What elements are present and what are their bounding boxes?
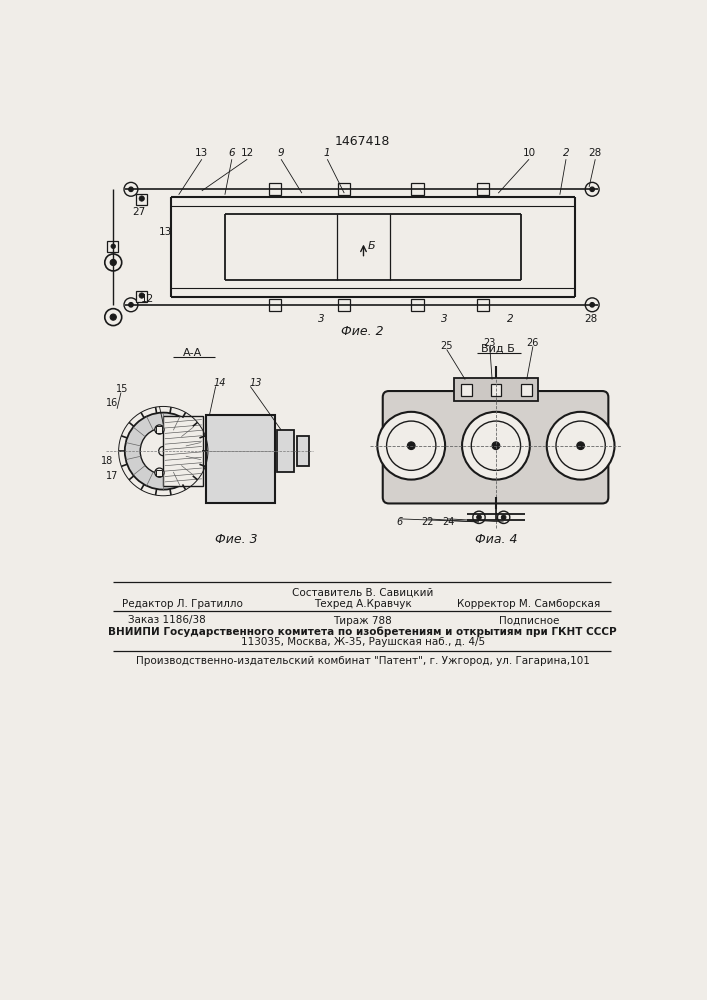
Text: Вид Б: Вид Б (481, 344, 515, 354)
Text: 1: 1 (324, 148, 331, 158)
Text: 113035, Москва, Ж-35, Раушская наб., д. 4/5: 113035, Москва, Ж-35, Раушская наб., д. … (240, 637, 485, 647)
Text: Техред А.Кравчук: Техред А.Кравчук (314, 599, 411, 609)
Circle shape (590, 187, 595, 192)
Circle shape (577, 442, 585, 450)
Text: 22: 22 (421, 517, 433, 527)
Circle shape (105, 309, 122, 326)
Text: 1467418: 1467418 (335, 135, 390, 148)
Circle shape (125, 413, 201, 490)
Text: Составитель В. Савицкий: Составитель В. Савицкий (292, 588, 433, 598)
Text: 28: 28 (589, 148, 602, 158)
Text: 13: 13 (195, 148, 209, 158)
Bar (269, 183, 281, 195)
Text: ВНИИПИ Государственного комитета по изобретениям и открытиям при ГКНТ СССР: ВНИИПИ Государственного комитета по изоб… (108, 626, 617, 637)
Bar (277, 430, 294, 472)
Circle shape (501, 515, 506, 520)
Bar (269, 299, 281, 311)
Text: 17: 17 (105, 471, 118, 481)
Bar (491, 384, 501, 396)
Circle shape (498, 511, 510, 523)
Circle shape (129, 302, 133, 307)
Text: Заказ 1186/38: Заказ 1186/38 (128, 615, 206, 626)
Circle shape (124, 298, 138, 312)
Text: 13: 13 (250, 378, 262, 388)
Circle shape (556, 421, 605, 470)
Bar (107, 241, 118, 252)
Circle shape (590, 302, 595, 307)
Bar (477, 183, 489, 195)
Text: 9: 9 (278, 148, 284, 158)
Text: 28: 28 (584, 314, 597, 324)
Bar (163, 416, 204, 486)
Circle shape (407, 442, 415, 450)
Text: 27: 27 (132, 207, 145, 217)
Text: 6: 6 (397, 517, 403, 527)
Text: 18: 18 (101, 456, 113, 466)
Text: 14: 14 (214, 378, 226, 388)
Circle shape (110, 259, 117, 266)
Circle shape (387, 421, 436, 470)
Text: Редактор Л. Гратилло: Редактор Л. Гратилло (122, 599, 243, 609)
Bar (156, 426, 162, 433)
Circle shape (124, 182, 138, 196)
Bar (136, 291, 147, 302)
Circle shape (139, 293, 144, 298)
Bar (206, 415, 275, 503)
Text: Фиа. 4: Фиа. 4 (474, 533, 518, 546)
Text: Б: Б (368, 241, 375, 251)
Circle shape (477, 515, 481, 520)
Circle shape (472, 421, 520, 470)
Text: 16: 16 (105, 398, 118, 408)
Circle shape (378, 412, 445, 480)
Bar (136, 194, 147, 205)
Bar (461, 384, 472, 396)
Text: 3: 3 (318, 314, 325, 324)
Text: А-А: А-А (183, 348, 202, 358)
Text: 13: 13 (159, 227, 173, 237)
Text: 6: 6 (228, 148, 235, 158)
Circle shape (110, 314, 117, 320)
Text: 2: 2 (563, 148, 569, 158)
Text: 23: 23 (484, 338, 496, 348)
Text: 12: 12 (240, 148, 254, 158)
Bar (338, 299, 351, 311)
Text: Корректор М. Самборская: Корректор М. Самборская (457, 599, 601, 609)
Circle shape (111, 244, 115, 249)
Bar (411, 299, 423, 311)
Bar (477, 299, 489, 311)
Text: 10: 10 (522, 148, 536, 158)
Circle shape (585, 298, 599, 312)
Circle shape (158, 446, 168, 456)
Circle shape (492, 442, 500, 450)
Circle shape (585, 182, 599, 196)
Text: Производственно-издательский комбинат "Патент", г. Ужгород, ул. Гагарина,101: Производственно-издательский комбинат "П… (136, 656, 590, 666)
Text: 24: 24 (442, 517, 455, 527)
Bar (411, 183, 423, 195)
Text: Фие. 2: Фие. 2 (341, 325, 384, 338)
Text: 2: 2 (506, 314, 513, 324)
Text: Фие. 3: Фие. 3 (215, 533, 258, 546)
Text: 25: 25 (440, 341, 453, 351)
Circle shape (105, 254, 122, 271)
Circle shape (547, 412, 614, 480)
Circle shape (155, 425, 164, 434)
Bar (296, 436, 309, 466)
Circle shape (155, 468, 164, 477)
Circle shape (129, 187, 133, 192)
Text: 15: 15 (116, 384, 129, 394)
Circle shape (140, 428, 187, 474)
Text: Подписное: Подписное (499, 615, 559, 626)
Bar (521, 384, 532, 396)
Text: 12: 12 (141, 294, 155, 304)
Bar (454, 378, 538, 401)
Bar (156, 470, 162, 476)
Text: 26: 26 (527, 338, 539, 348)
Circle shape (473, 511, 485, 523)
Text: Тираж 788: Тираж 788 (333, 615, 392, 626)
Bar (338, 183, 351, 195)
FancyBboxPatch shape (382, 391, 608, 503)
Circle shape (462, 412, 530, 480)
Circle shape (139, 196, 144, 201)
Text: 3: 3 (441, 314, 448, 324)
